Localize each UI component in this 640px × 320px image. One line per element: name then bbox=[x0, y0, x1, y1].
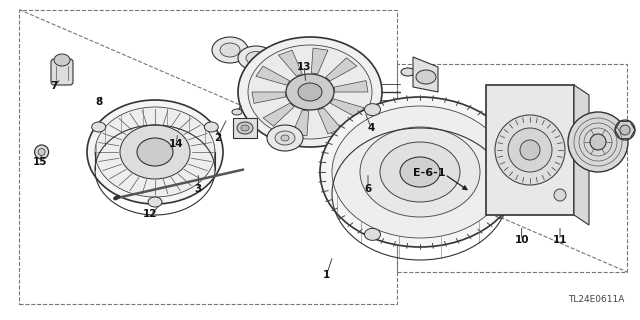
Text: 7: 7 bbox=[51, 81, 58, 92]
Ellipse shape bbox=[320, 97, 520, 247]
Ellipse shape bbox=[238, 46, 274, 70]
Ellipse shape bbox=[365, 104, 381, 116]
Ellipse shape bbox=[360, 127, 480, 217]
Polygon shape bbox=[311, 48, 328, 74]
Text: 6: 6 bbox=[364, 184, 372, 194]
Ellipse shape bbox=[281, 135, 289, 141]
Ellipse shape bbox=[434, 120, 466, 144]
Text: 12: 12 bbox=[143, 209, 157, 220]
Ellipse shape bbox=[332, 106, 508, 238]
Ellipse shape bbox=[92, 122, 106, 132]
Ellipse shape bbox=[35, 145, 49, 159]
Polygon shape bbox=[252, 92, 286, 103]
Ellipse shape bbox=[365, 228, 381, 240]
Ellipse shape bbox=[620, 125, 630, 135]
Ellipse shape bbox=[590, 134, 606, 150]
Ellipse shape bbox=[442, 126, 458, 138]
Text: 11: 11 bbox=[553, 235, 567, 245]
Ellipse shape bbox=[520, 140, 540, 160]
Ellipse shape bbox=[148, 197, 162, 207]
Ellipse shape bbox=[246, 52, 266, 65]
Ellipse shape bbox=[204, 122, 218, 132]
Polygon shape bbox=[326, 58, 357, 81]
Ellipse shape bbox=[463, 141, 474, 149]
Ellipse shape bbox=[212, 37, 248, 63]
Ellipse shape bbox=[427, 115, 436, 123]
Ellipse shape bbox=[232, 109, 242, 115]
Text: 3: 3 bbox=[195, 184, 202, 194]
Text: 14: 14 bbox=[169, 139, 183, 149]
Polygon shape bbox=[263, 103, 294, 126]
Text: 2: 2 bbox=[214, 132, 221, 143]
Polygon shape bbox=[330, 99, 364, 118]
Ellipse shape bbox=[615, 120, 635, 140]
Ellipse shape bbox=[416, 70, 436, 84]
FancyBboxPatch shape bbox=[51, 59, 73, 85]
Polygon shape bbox=[574, 85, 589, 225]
Polygon shape bbox=[278, 50, 302, 76]
Ellipse shape bbox=[238, 37, 382, 147]
Ellipse shape bbox=[495, 115, 565, 185]
Ellipse shape bbox=[427, 141, 436, 149]
Text: TL24E0611A: TL24E0611A bbox=[568, 295, 624, 304]
Ellipse shape bbox=[87, 100, 223, 204]
Ellipse shape bbox=[38, 148, 45, 156]
Polygon shape bbox=[334, 81, 368, 92]
Ellipse shape bbox=[95, 107, 215, 197]
Polygon shape bbox=[233, 118, 257, 138]
Text: 13: 13 bbox=[297, 62, 311, 72]
Ellipse shape bbox=[508, 128, 552, 172]
Ellipse shape bbox=[137, 138, 173, 166]
Polygon shape bbox=[256, 66, 290, 85]
Text: 10: 10 bbox=[515, 235, 529, 245]
Ellipse shape bbox=[54, 54, 70, 66]
Ellipse shape bbox=[248, 45, 372, 139]
Polygon shape bbox=[292, 110, 308, 136]
Ellipse shape bbox=[380, 142, 460, 202]
Ellipse shape bbox=[241, 125, 249, 131]
Bar bbox=[486, 85, 574, 215]
Text: 8: 8 bbox=[95, 97, 103, 108]
Ellipse shape bbox=[286, 74, 334, 110]
Polygon shape bbox=[317, 108, 342, 134]
Ellipse shape bbox=[400, 157, 440, 187]
Ellipse shape bbox=[220, 43, 240, 57]
Bar bbox=[397, 64, 627, 272]
Ellipse shape bbox=[463, 115, 474, 123]
Ellipse shape bbox=[267, 125, 303, 151]
Ellipse shape bbox=[507, 166, 523, 178]
Ellipse shape bbox=[237, 122, 253, 134]
Ellipse shape bbox=[424, 113, 476, 151]
Ellipse shape bbox=[120, 125, 190, 179]
Bar bbox=[19, 10, 397, 304]
Text: 15: 15 bbox=[33, 156, 47, 167]
Polygon shape bbox=[413, 57, 438, 92]
Text: 1: 1 bbox=[323, 270, 330, 280]
Ellipse shape bbox=[554, 189, 566, 201]
Ellipse shape bbox=[298, 83, 322, 101]
Ellipse shape bbox=[568, 112, 628, 172]
Ellipse shape bbox=[275, 131, 295, 145]
Polygon shape bbox=[615, 121, 635, 139]
Text: 4: 4 bbox=[367, 123, 375, 133]
Ellipse shape bbox=[401, 68, 415, 76]
Text: E-6-1: E-6-1 bbox=[413, 168, 445, 178]
